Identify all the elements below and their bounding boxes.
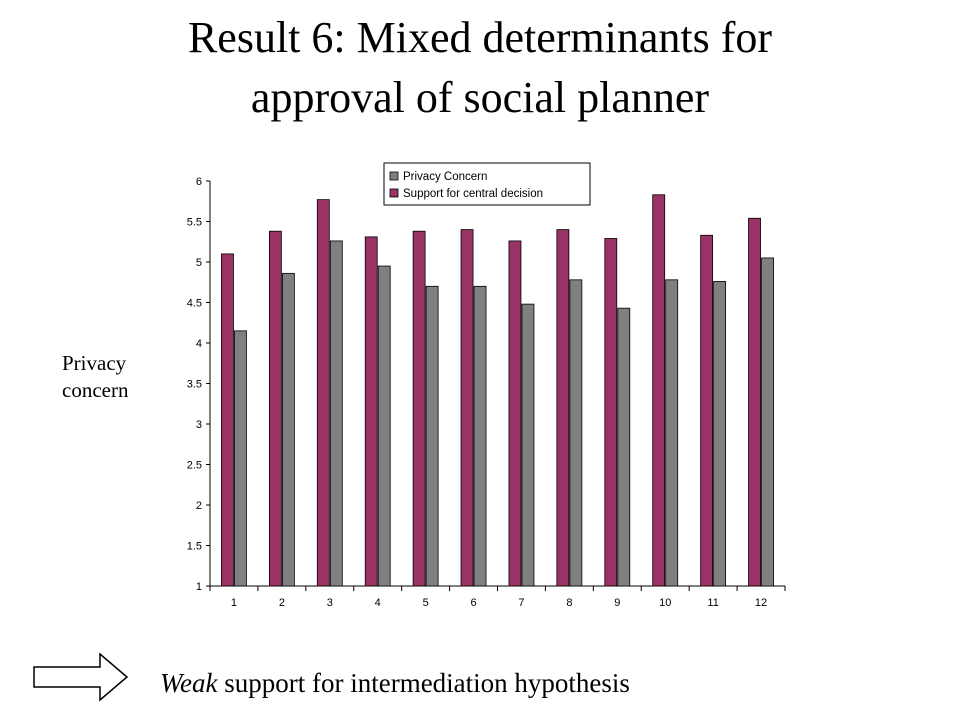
right-arrow-icon [33, 652, 129, 702]
slide-title-line-2: approval of social planner [250, 73, 710, 122]
side-axis-label-line-2: concern [62, 378, 129, 402]
bar-support-central-decision [604, 238, 618, 587]
chart-legend: Privacy Concern Support for central decis… [383, 162, 591, 206]
bar-privacy-concern [521, 303, 535, 587]
y-tick-label: 4 [196, 338, 202, 350]
legend-label: Support for central decision [403, 188, 543, 200]
bar-privacy-concern [234, 330, 247, 587]
bar-support-central-decision [412, 230, 426, 587]
x-tick-label: 9 [614, 597, 620, 609]
conclusion-rest: support for intermediation hypothesis [217, 668, 630, 698]
bar-privacy-concern [377, 265, 391, 587]
x-tick-label: 6 [470, 597, 476, 609]
bar-support-central-decision [508, 240, 522, 587]
y-tick-label: 3 [196, 419, 202, 431]
slide-title: Result 6: Mixed determinants for approva… [0, 8, 960, 128]
x-tick-label: 1 [231, 597, 237, 609]
y-tick-label: 2 [196, 500, 202, 512]
slide-title-line-1: Result 6: Mixed determinants for [187, 13, 773, 62]
y-tick-label: 5 [196, 257, 202, 269]
bar-support-central-decision [316, 199, 330, 587]
bar-privacy-concern [713, 281, 727, 587]
legend-label: Privacy Concern [403, 171, 487, 183]
bar-privacy-concern [425, 285, 439, 587]
bar-privacy-concern [761, 257, 774, 587]
bar-privacy-concern [281, 272, 295, 587]
bar-support-central-decision [748, 217, 761, 587]
x-tick-label: 8 [566, 597, 572, 609]
x-tick-label: 2 [279, 597, 285, 609]
x-tick-label: 5 [423, 597, 429, 609]
bar-support-central-decision [221, 253, 234, 587]
side-axis-label: Privacy concern [62, 350, 128, 404]
x-tick-label: 10 [659, 597, 671, 609]
bar-support-central-decision [700, 234, 714, 587]
bar-privacy-concern [569, 279, 583, 587]
plot-area: 11.522.533.544.555.561 2 3 4 5 6 7 8 9 10 11 12 [187, 176, 786, 609]
y-tick-label: 4.5 [187, 298, 202, 310]
y-tick-label: 1.5 [187, 541, 202, 553]
bar-privacy-concern [617, 307, 631, 587]
bar-support-central-decision [364, 236, 378, 587]
legend-swatch-privacy-concern [389, 171, 399, 181]
legend-box [383, 162, 591, 206]
legend-swatch-support-central-decision [389, 188, 399, 198]
x-tick-label: 11 [707, 597, 718, 609]
conclusion-emphasis: Weak [160, 668, 218, 698]
bar-support-central-decision [652, 194, 666, 587]
y-tick-label: 3.5 [187, 379, 202, 391]
x-tick-label: 4 [375, 597, 381, 609]
x-tick-label: 3 [327, 597, 333, 609]
bar-privacy-concern [665, 279, 679, 587]
y-tick-label: 2.5 [187, 460, 202, 472]
conclusion-text: Weak support for intermediation hypothes… [160, 666, 630, 700]
bar-privacy-concern [473, 285, 487, 587]
y-tick-label: 5.5 [187, 217, 202, 229]
bar-support-central-decision [556, 229, 570, 587]
x-tick-label: 7 [518, 597, 524, 609]
bar-support-central-decision [460, 229, 474, 587]
side-axis-label-line-1: Privacy [62, 351, 127, 375]
bar-support-central-decision [268, 230, 282, 587]
y-tick-label: 1 [196, 581, 202, 593]
bar-privacy-concern [329, 240, 343, 587]
x-tick-label: 12 [755, 597, 767, 609]
y-tick-label: 6 [196, 176, 202, 188]
